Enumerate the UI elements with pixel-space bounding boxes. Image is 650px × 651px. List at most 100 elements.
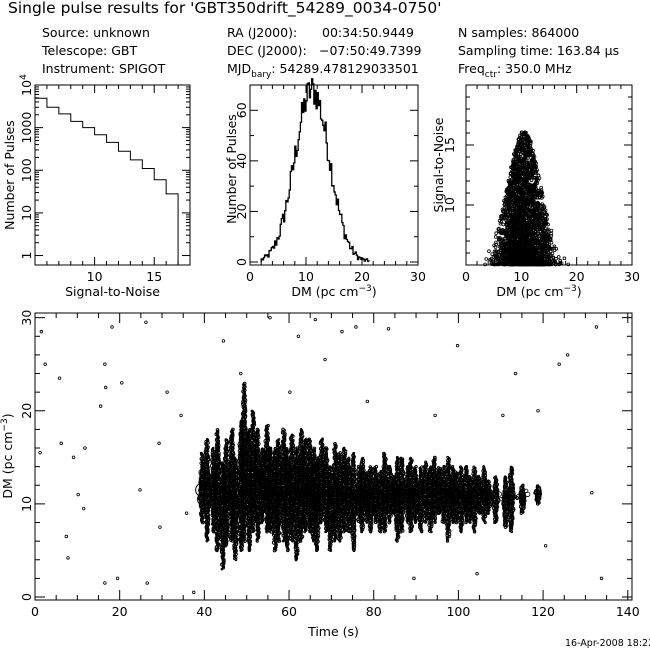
snr-dm-point xyxy=(512,212,517,216)
snr-dm-point xyxy=(546,228,550,233)
dm-time-xtick-label: 80 xyxy=(366,604,382,619)
snr-dm-point xyxy=(539,226,544,231)
snr-dm-point xyxy=(514,177,518,181)
snr-dm-point xyxy=(522,237,527,242)
snr-dm-point xyxy=(516,185,521,190)
snr-dm-xtick-label: 0 xyxy=(462,269,470,284)
header-mjd: MJDbary: 54289.478129033501 xyxy=(227,61,419,80)
snr-dm-point xyxy=(507,198,512,203)
snr-dm-point xyxy=(522,156,527,161)
snr-dm-point xyxy=(499,220,504,224)
snr-dm-point xyxy=(515,197,520,202)
snr-dm-point xyxy=(526,225,531,230)
snr-dm-point xyxy=(508,189,513,193)
pulse-point xyxy=(233,540,239,546)
snr-dm-point xyxy=(542,225,546,229)
snr-dm-point xyxy=(547,245,552,249)
header-dec-label: DEC (J2000): xyxy=(227,43,307,58)
snr-dm-point xyxy=(522,198,527,202)
dm-hist-ylabel: Number of Pulses xyxy=(224,114,239,224)
snr-dm-point xyxy=(520,147,524,151)
snr-dm-point xyxy=(499,255,504,259)
snr-dm-point xyxy=(501,240,505,245)
snr-dm-point xyxy=(523,170,528,174)
snr-dm-point xyxy=(548,258,552,263)
snr-dm-point xyxy=(517,166,522,171)
snr-dm-point xyxy=(518,160,522,164)
pulse-point xyxy=(216,445,221,450)
snr-dm-point xyxy=(502,251,507,256)
dm-time-ytick-label: 20 xyxy=(19,403,34,419)
snr-hist-ytick-label: 1 xyxy=(19,252,34,260)
dm-hist-frame xyxy=(249,84,419,266)
snr-dm-point xyxy=(546,222,550,227)
snr-dm-point xyxy=(529,255,534,260)
snr-dm-point xyxy=(518,258,523,263)
header-telescope: Telescope: GBT xyxy=(41,43,137,58)
pulse-point xyxy=(205,437,209,441)
snr-dm-point xyxy=(505,225,510,229)
snr-dm-point xyxy=(511,159,515,163)
snr-dm-point xyxy=(507,255,512,260)
snr-dm-point xyxy=(515,173,520,177)
snr-dm-point xyxy=(508,175,513,179)
snr-dm-point xyxy=(519,195,523,199)
snr-dm-point xyxy=(542,205,547,209)
snr-dm-point xyxy=(509,165,513,170)
dm-time-pulses xyxy=(197,381,543,571)
snr-dm-point xyxy=(513,244,517,248)
snr-dm-point xyxy=(520,164,524,168)
pulse-point xyxy=(211,446,215,450)
snr-dm-point xyxy=(526,255,531,259)
snr-dm-point xyxy=(498,243,503,247)
dm-time-ytick-label: 10 xyxy=(19,496,34,512)
snr-dm-point xyxy=(496,250,500,255)
pulse-point xyxy=(281,427,285,432)
snr-dm-point xyxy=(534,176,539,181)
snr-dm-ytick-label: 10 xyxy=(442,197,457,213)
snr-dm-point xyxy=(520,132,525,137)
snr-dm-point xyxy=(506,206,511,211)
snr-dm-point xyxy=(513,155,517,159)
snr-dm-point xyxy=(521,191,526,195)
snr-dm-point xyxy=(529,248,534,252)
snr-dm-point xyxy=(502,202,507,207)
snr-dm-point xyxy=(536,255,541,260)
snr-dm-point xyxy=(536,262,540,267)
snr-dm-point xyxy=(543,262,547,267)
snr-dm-point xyxy=(506,187,511,191)
dm-time-xtick-label: 140 xyxy=(616,604,640,619)
snr-dm-point xyxy=(511,256,515,261)
snr-dm-point xyxy=(505,198,510,202)
dm-hist-bars xyxy=(260,78,371,263)
pulse-point xyxy=(231,427,235,432)
snr-dm-point xyxy=(530,246,534,251)
snr-dm-point xyxy=(514,209,519,214)
snr-dm-point xyxy=(507,251,512,256)
snr-dm-point xyxy=(552,248,557,253)
snr-dm-point xyxy=(538,212,543,217)
snr-dm-point xyxy=(531,156,536,160)
pulse-point xyxy=(232,456,237,460)
snr-dm-point xyxy=(524,162,529,167)
snr-dm-point xyxy=(542,221,546,226)
dm-hist-xlabel: DM (pc cm−3) xyxy=(291,284,376,299)
snr-dm-point xyxy=(531,151,535,156)
header-instrument: Instrument: SPIGOT xyxy=(42,61,166,76)
pulse-point xyxy=(224,438,228,442)
snr-dm-point xyxy=(516,232,520,236)
snr-dm-point xyxy=(513,193,518,197)
snr-dm-point xyxy=(538,216,542,221)
snr-dm-point xyxy=(551,255,556,260)
snr-dm-point xyxy=(541,235,546,239)
snr-dm-point xyxy=(523,151,527,155)
snr-dm-point xyxy=(517,135,522,140)
snr-dm-point xyxy=(508,223,513,228)
snr-dm-point xyxy=(517,225,522,229)
snr-dm-point xyxy=(533,188,537,193)
pulse-point xyxy=(215,427,220,432)
dm-time-xtick-label: 60 xyxy=(281,604,297,619)
dm-time-xtick-label: 120 xyxy=(531,604,555,619)
